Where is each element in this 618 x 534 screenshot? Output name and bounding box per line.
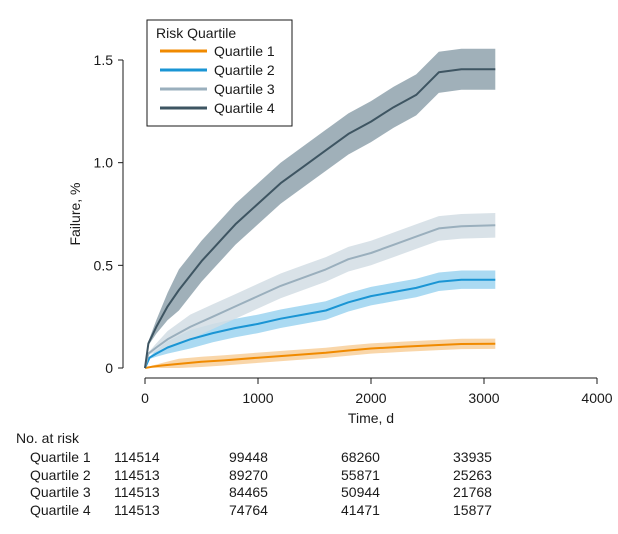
risk-cell: 68260 [341,449,380,465]
risk-row: Quartile 3 114513 84465 50944 21768 [16,484,616,502]
y-tick-label: 1.5 [94,52,114,68]
series-lines [144,68,496,369]
x-ticks: 0 1000 2000 3000 4000 [141,378,613,406]
x-tick-label: 1000 [242,390,273,406]
x-axis-label: Time, d [348,410,394,426]
x-tick-label: 2000 [355,390,386,406]
x-tick-label: 3000 [468,390,499,406]
legend-title: Risk Quartile [156,25,236,41]
band-quartile-3 [145,213,496,368]
risk-row-label: Quartile 4 [30,501,91,518]
risk-table-title: No. at risk [16,430,80,446]
kaplan-meier-chart: 00.51.01.5 0 1000 2000 3000 4000 Failure, % … [67,19,613,426]
y-ticks: 0 0.5 1.0 1.5 [94,52,123,376]
x-tick-label: 4000 [581,390,612,406]
risk-row-label: Quartile 2 [30,466,91,483]
y-axis-label: Failure, % [67,182,83,245]
legend-label-quartile-1: Quartile 1 [214,43,275,59]
line-quartile-4 [144,68,496,369]
risk-cell: 114513 [114,466,160,483]
risk-cell: 74764 [229,501,268,518]
risk-cell: 99448 [229,449,268,465]
risk-cell: 84465 [229,484,268,500]
legend-label-quartile-2: Quartile 2 [214,62,275,78]
risk-cell: 114513 [114,484,160,500]
risk-cell: 21768 [453,484,492,500]
risk-cell: 15877 [453,501,492,518]
y-tick-label: 0.5 [94,257,114,273]
band-quartile-4 [145,48,496,368]
risk-cell: 50944 [341,484,380,500]
line-quartile-2 [144,278,496,369]
risk-cell: 55871 [341,466,380,483]
x-tick-label: 0 [141,390,149,406]
y-tick-label: 0 [105,360,113,376]
band-quartile-2 [145,270,496,368]
legend-label-quartile-4: Quartile 4 [214,100,275,116]
line-quartile-3 [144,224,496,369]
risk-cell: 25263 [453,466,492,483]
legend-items: Quartile 1 Quartile 2 Quartile 3 Quartile 4 [160,43,275,116]
risk-cell: 114514 [114,449,160,465]
risk-cell: 33935 [453,449,492,465]
risk-row-label: Quartile 1 [30,449,91,465]
risk-row: Quartile 2 114513 89270 55871 25263 [16,467,616,485]
risk-cell: 41471 [341,501,380,518]
y-tick-label: 1.0 [94,155,114,171]
risk-row: Quartile 4 114513 74764 41471 15877 [16,502,616,520]
risk-cell: 89270 [229,466,268,483]
risk-row-label: Quartile 3 [30,484,91,500]
legend-label-quartile-3: Quartile 3 [214,81,275,97]
risk-row: Quartile 1 114514 99448 68260 33935 [16,449,616,467]
line-quartile-1 [144,342,496,369]
risk-cell: 114513 [114,501,160,518]
